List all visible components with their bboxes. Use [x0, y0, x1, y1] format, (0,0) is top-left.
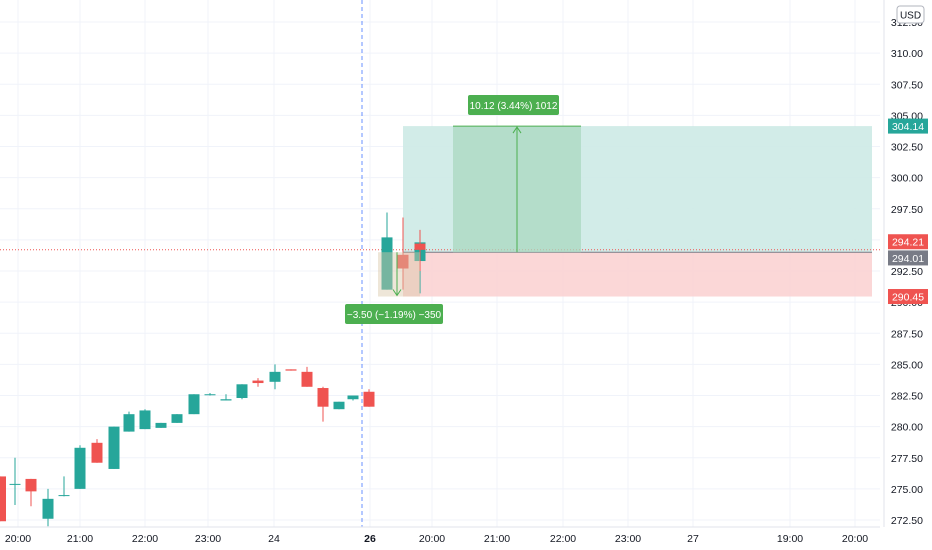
target-price-tag[interactable]: [888, 118, 928, 134]
candle-body: [285, 369, 297, 371]
candle-body: [155, 422, 167, 428]
candle-body: [25, 478, 37, 492]
loss-zone[interactable]: [403, 252, 872, 297]
candle-body: [108, 426, 120, 469]
candle-body: [252, 380, 264, 384]
currency-label: USD: [900, 11, 921, 22]
candle-body: [188, 394, 200, 415]
candle-body: [9, 483, 21, 485]
price-axis[interactable]: 272.50 275.00 277.50 280.00 282.50 285.00 287.…: [883, 0, 928, 527]
candle-body: [74, 447, 86, 489]
current-price-tag-text: 294.21: [892, 237, 924, 249]
current-price-tag[interactable]: [888, 234, 928, 250]
stop-price-tag-text: 290.45: [892, 292, 924, 304]
time-tick-label: 22:00: [550, 533, 576, 545]
time-tick-label: 23:00: [195, 533, 221, 545]
stop-price-tag[interactable]: [888, 289, 928, 305]
measure-tool[interactable]: 10.12 (3.44%) 1012 −3.50 (−1.19%) −350: [345, 95, 581, 324]
stop-label: −3.50 (−1.19%) −350: [347, 310, 442, 321]
price-tick-label: 300.00: [891, 173, 923, 185]
price-tick-label: 280.00: [891, 422, 923, 434]
candle-body: [269, 371, 281, 382]
time-tick-label: 23:00: [615, 533, 641, 545]
time-tick-label: 24: [268, 533, 280, 545]
time-tick-label: 21:00: [67, 533, 93, 545]
time-tick-label: 27: [687, 533, 699, 545]
time-tick-label: 20:00: [5, 533, 31, 545]
candle-body: [397, 254, 409, 269]
measure-down-arrow-head: [392, 289, 402, 297]
measure-arrow-head: [512, 126, 522, 134]
entry-price-tag[interactable]: [888, 250, 928, 266]
price-tick-label: 292.50: [891, 266, 923, 278]
time-axis[interactable]: 20:00 21:00 22:00 23:00 24 26 20:00 21:00 22:00 2…: [0, 526, 880, 545]
price-tick-label: 277.50: [891, 453, 923, 465]
candle-body: [363, 391, 375, 407]
target-label: 10.12 (3.44%) 1012: [470, 101, 558, 112]
entry-price-tag-text: 294.01: [892, 253, 924, 265]
price-tick-label: 287.50: [891, 328, 923, 340]
price-tick-label: 307.50: [891, 79, 923, 91]
candle-body: [139, 410, 151, 430]
candlestick-series: [0, 212, 426, 527]
time-tick-label: 20:00: [842, 533, 868, 545]
measure-loss-range[interactable]: [378, 252, 420, 297]
time-tick-label: 20:00: [419, 533, 445, 545]
candle-body: [333, 401, 345, 410]
candle-body: [171, 414, 183, 423]
candle-body: [381, 237, 393, 290]
price-tick-label: 282.50: [891, 391, 923, 403]
candle-body: [204, 394, 216, 396]
target-price-tag-text: 304.14: [892, 121, 924, 133]
price-tick-label: 310.00: [891, 48, 923, 60]
candle-body: [347, 395, 359, 400]
candle-body: [123, 414, 135, 432]
candle-body: [42, 498, 54, 519]
time-tick-label: 26: [364, 533, 376, 545]
stop-label-box[interactable]: [345, 304, 443, 324]
candle-body: [236, 384, 248, 398]
price-tick-label: 302.50: [891, 142, 923, 154]
currency-badge[interactable]: USD: [896, 5, 925, 24]
target-label-box[interactable]: [468, 95, 559, 115]
candle-body: [301, 371, 313, 387]
price-tick-label: 275.00: [891, 484, 923, 496]
time-tick-label: 19:00: [777, 533, 803, 545]
candle-body: [91, 442, 103, 463]
time-tick-label: 22:00: [132, 533, 158, 545]
price-tick-label: 272.50: [891, 515, 923, 527]
time-tick-label: 21:00: [484, 533, 510, 545]
candle-body: [414, 243, 426, 250]
candle-body: [220, 399, 232, 401]
price-tick-label: 297.50: [891, 204, 923, 216]
candle-body: [317, 388, 329, 407]
candle-body: [0, 476, 6, 522]
price-tick-label: 285.00: [891, 359, 923, 371]
candle-body: [58, 495, 70, 497]
